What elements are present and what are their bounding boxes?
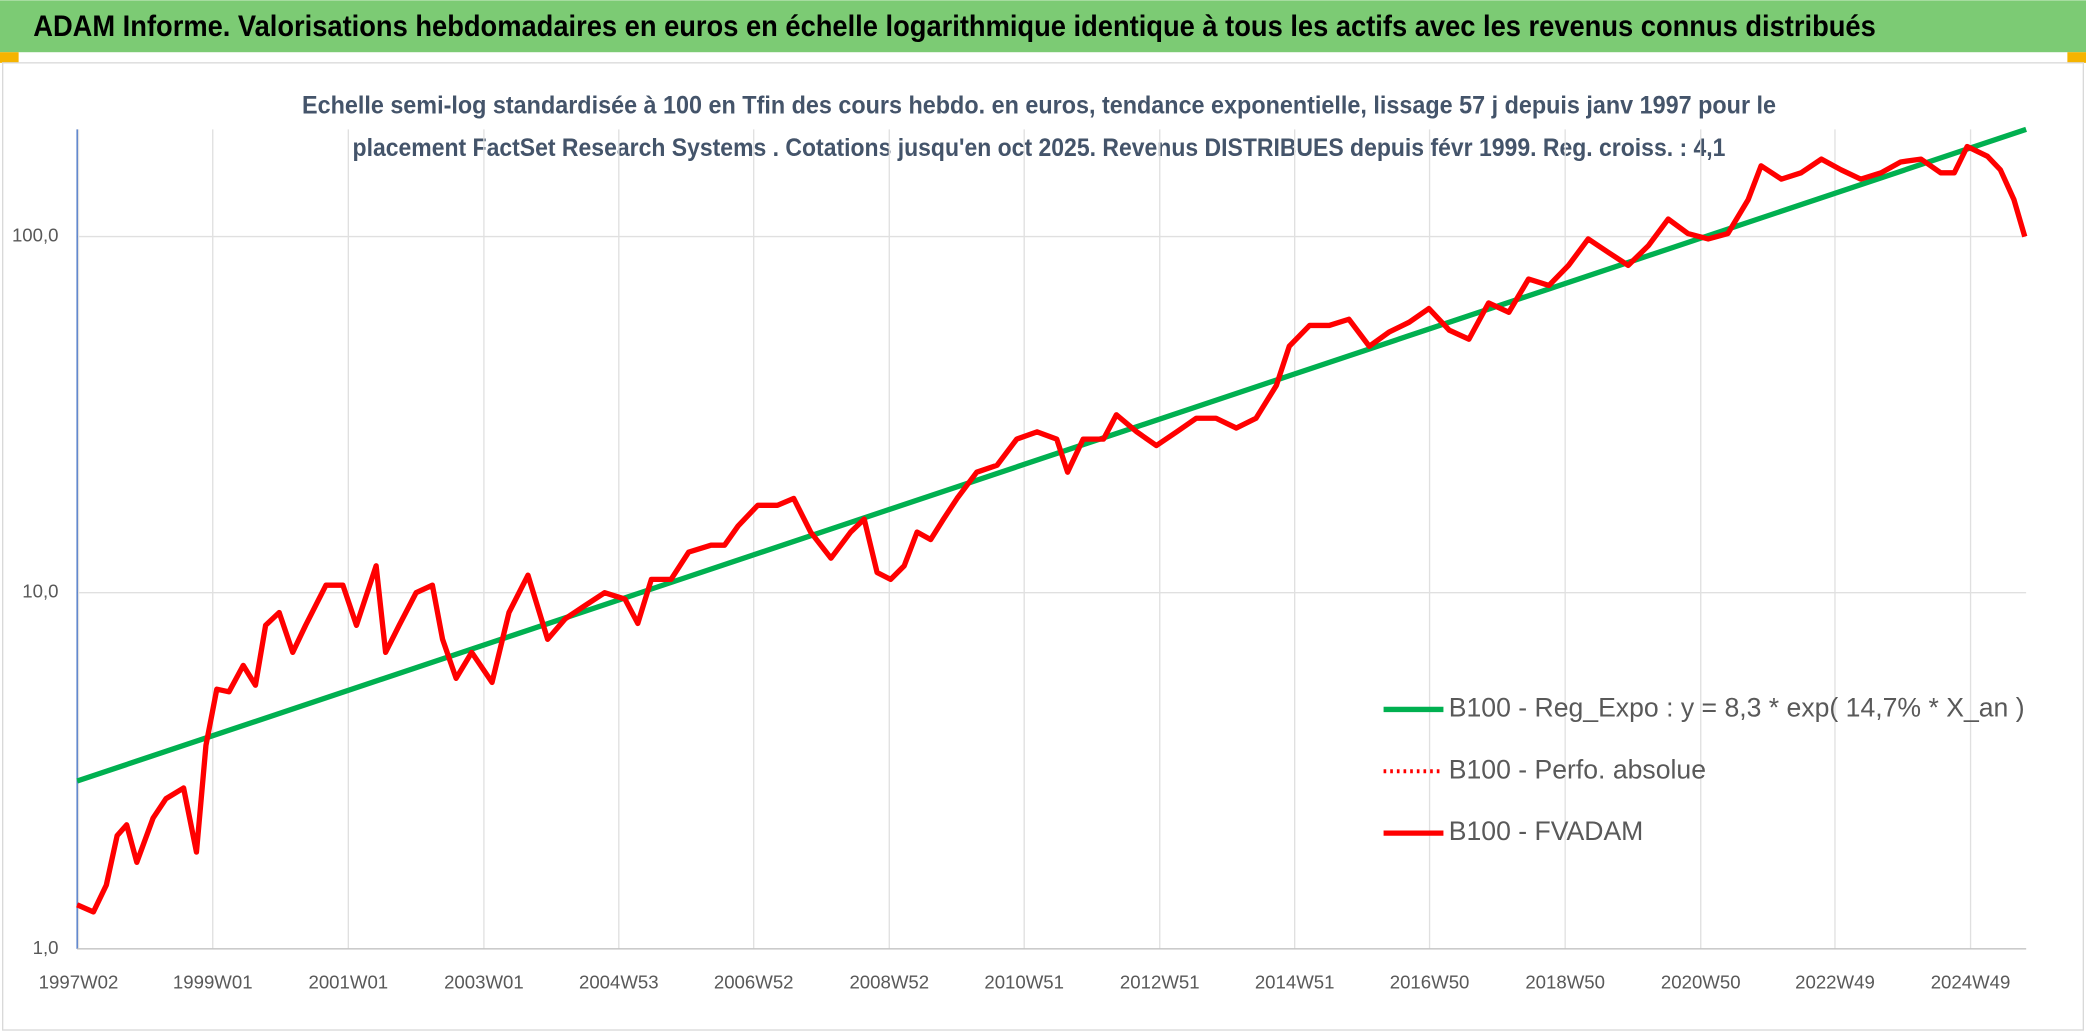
x-tick-label: 2004W53 xyxy=(579,971,659,992)
corner-left xyxy=(0,52,19,63)
x-tick-label: 2014W51 xyxy=(1255,971,1335,992)
x-tick-label: 2012W51 xyxy=(1120,971,1200,992)
x-tick-label: 2018W50 xyxy=(1525,971,1605,992)
legend-label: B100 - Perfo. absolue xyxy=(1449,754,1706,784)
chart-subtitle: placement FactSet Research Systems . Cot… xyxy=(353,134,1726,162)
x-tick-label: 2016W50 xyxy=(1390,971,1470,992)
x-tick-label: 2003W01 xyxy=(444,971,524,992)
x-tick-label: 2022W49 xyxy=(1795,971,1875,992)
legend-label: B100 - FVADAM xyxy=(1449,816,1644,846)
y-tick-label: 100,0 xyxy=(12,224,59,245)
x-tick-label: 1999W01 xyxy=(173,971,253,992)
chart-title: ADAM Informe. Valorisations hebdomadaire… xyxy=(33,11,1876,43)
x-tick-label: 1997W02 xyxy=(39,971,119,992)
series-line xyxy=(76,143,2028,915)
title-bar xyxy=(0,0,2086,53)
x-tick-label: 2001W01 xyxy=(308,971,388,992)
x-tick-label: 2010W51 xyxy=(984,971,1064,992)
x-tick-label: 2020W50 xyxy=(1661,971,1741,992)
legend-label: B100 - Reg_Expo : y = 8,3 * exp( 14,7% *… xyxy=(1449,692,2025,722)
x-tick-label: 2008W52 xyxy=(849,971,929,992)
plot-area xyxy=(76,126,2028,915)
chart-subtitle: Echelle semi-log standardisée à 100 en T… xyxy=(302,91,1776,119)
legend: B100 - Reg_Expo : y = 8,3 * exp( 14,7% *… xyxy=(1383,692,2025,846)
corner-right xyxy=(2067,52,2086,63)
y-tick-label: 10,0 xyxy=(22,581,58,602)
y-tick-label: 1,0 xyxy=(33,937,59,958)
x-tick-label: 2024W49 xyxy=(1931,971,2011,992)
chart-frame xyxy=(1,62,2085,1031)
x-tick-label: 2006W52 xyxy=(714,971,794,992)
